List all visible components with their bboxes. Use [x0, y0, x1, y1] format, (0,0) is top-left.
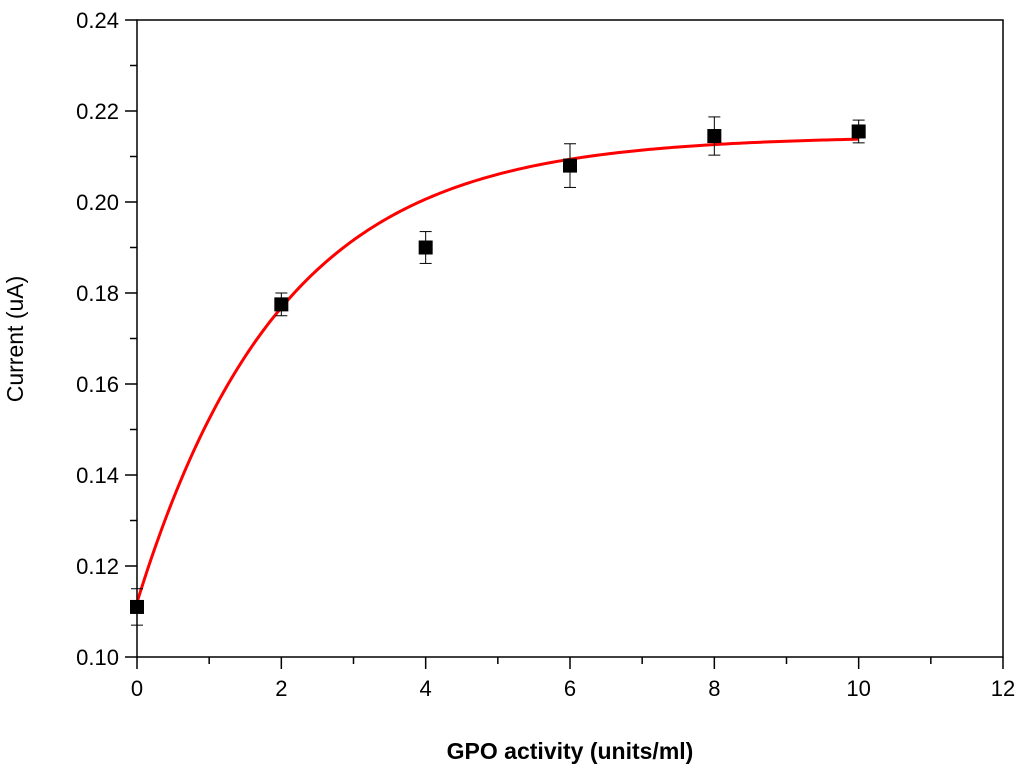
- y-axis-title: Current (uA): [2, 276, 28, 403]
- fit-curve: [135, 137, 859, 603]
- y-tick-labels: 0.10 0.12 0.14 0.16 0.18 0.20 0.22 0.24: [76, 8, 119, 670]
- point-marker: [130, 599, 144, 614]
- x-tick-label: 2: [275, 676, 287, 701]
- data-point: [563, 143, 577, 188]
- plot-frame: [136, 19, 1004, 658]
- axis-ticks: [125, 19, 1004, 669]
- y-tick-label: 0.20: [76, 190, 119, 215]
- point-marker: [274, 297, 289, 312]
- y-tick-label: 0.24: [76, 8, 119, 33]
- point-marker: [563, 158, 577, 173]
- data-points: [130, 116, 866, 626]
- data-point: [130, 588, 144, 626]
- data-point: [418, 231, 433, 264]
- x-tick-label: 10: [846, 676, 870, 701]
- y-tick-label: 0.12: [76, 554, 119, 579]
- x-tick-label: 4: [420, 676, 432, 701]
- y-tick-label: 0.18: [76, 281, 119, 306]
- x-tick-label: 8: [708, 676, 720, 701]
- y-tick-label: 0.10: [76, 645, 119, 670]
- point-marker: [418, 240, 433, 255]
- point-marker: [851, 124, 866, 139]
- x-tick-labels: 0 2 4 6 8 10 12: [131, 676, 1015, 701]
- data-point: [707, 116, 722, 156]
- data-point: [274, 292, 289, 317]
- data-point: [851, 119, 866, 144]
- y-tick-label: 0.16: [76, 372, 119, 397]
- point-marker: [707, 129, 722, 144]
- x-tick-label: 6: [564, 676, 576, 701]
- x-tick-label: 0: [131, 676, 143, 701]
- x-axis-title: GPO activity (units/ml): [447, 738, 694, 764]
- y-tick-label: 0.22: [76, 99, 119, 124]
- x-tick-label: 12: [991, 676, 1015, 701]
- y-tick-label: 0.14: [76, 463, 119, 488]
